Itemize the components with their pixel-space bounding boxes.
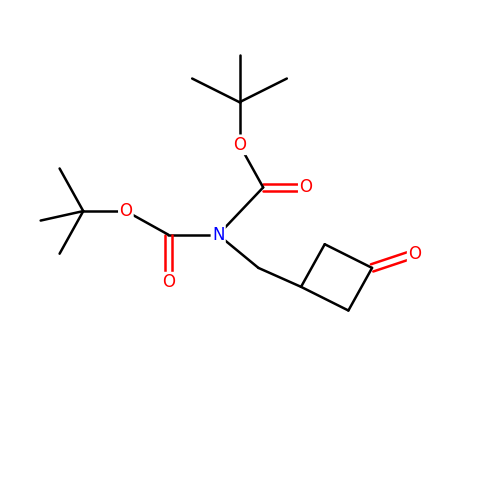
Text: O: O	[408, 245, 421, 262]
Text: O: O	[233, 136, 246, 154]
Text: N: N	[212, 226, 225, 244]
Text: O: O	[299, 178, 312, 196]
Text: O: O	[162, 273, 175, 291]
Text: O: O	[119, 202, 132, 220]
